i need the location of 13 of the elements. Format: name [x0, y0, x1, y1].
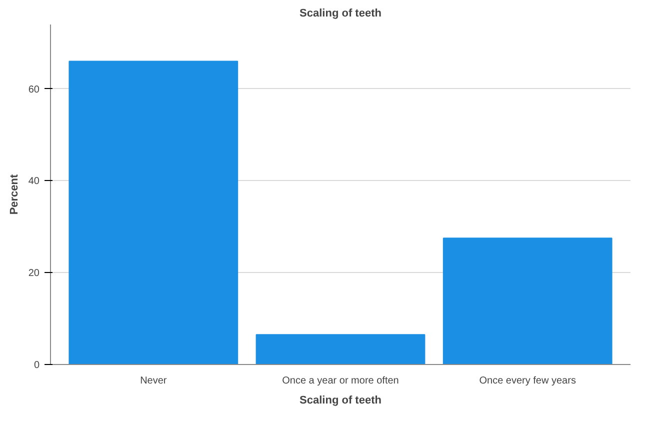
y-tick-label: 20 — [28, 268, 40, 280]
chart-title: Scaling of teeth — [300, 8, 382, 20]
bar — [256, 334, 426, 364]
y-tick-label: 40 — [28, 176, 40, 188]
y-tick-label: 0 — [34, 360, 40, 371]
x-tick-label: Once every few years — [479, 376, 576, 386]
y-tick-label: 60 — [28, 84, 40, 96]
x-tick-label: Never — [140, 376, 168, 386]
x-tick-label: Once a year or more often — [282, 376, 399, 386]
bar — [68, 60, 238, 364]
y-axis-title: Percent — [8, 174, 20, 215]
x-axis-title: Scaling of teeth — [300, 394, 382, 406]
bar — [442, 238, 612, 364]
